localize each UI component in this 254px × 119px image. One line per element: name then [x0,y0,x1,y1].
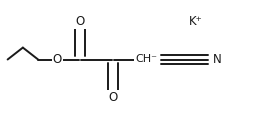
Text: N: N [213,53,221,66]
Text: CH⁻: CH⁻ [135,55,157,64]
Text: O: O [75,15,85,28]
Text: O: O [108,91,118,104]
Text: K⁺: K⁺ [189,15,202,28]
Text: O: O [53,53,62,66]
